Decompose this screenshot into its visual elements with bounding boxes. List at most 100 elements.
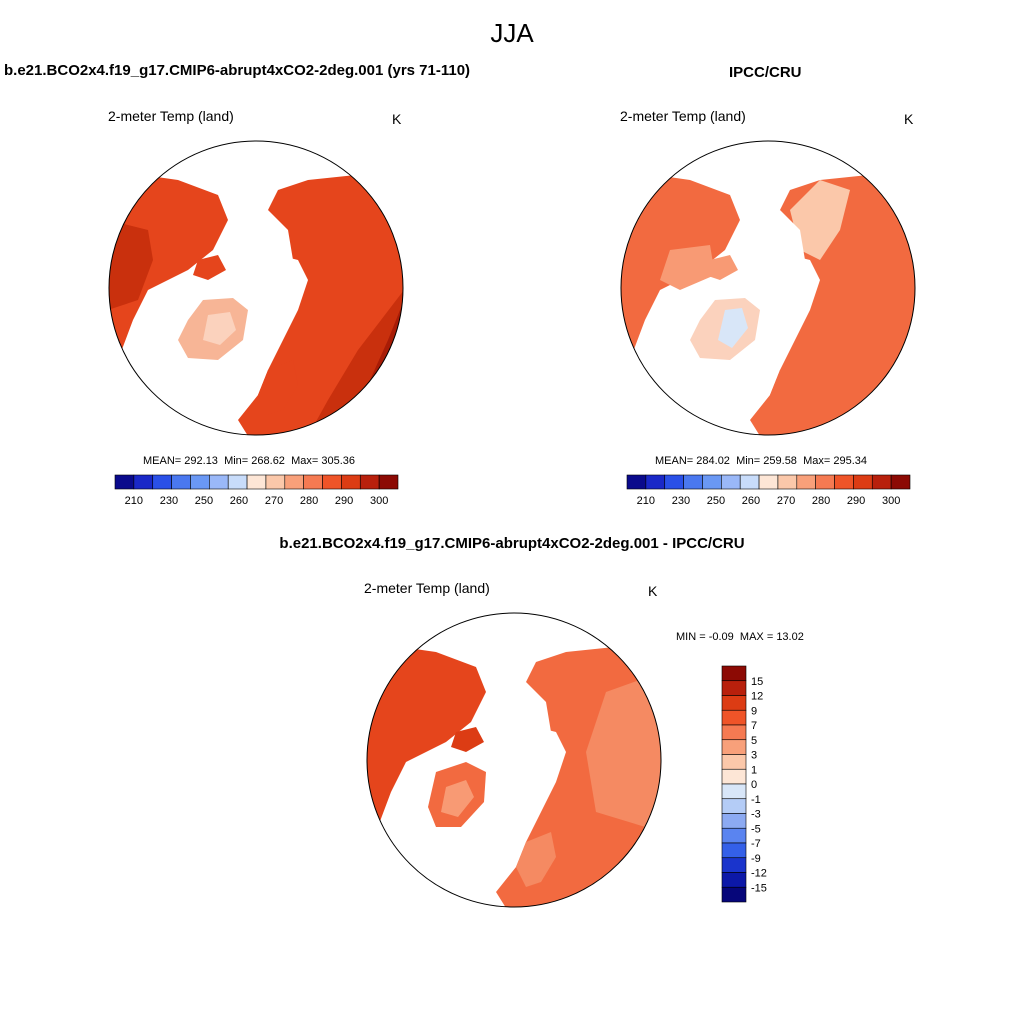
diff-colorbar-tick: 3 [751,750,757,762]
diff-colorbar-box [721,798,747,814]
diff-min-value: -0.09 [708,631,734,643]
model-colorbar-tick: 290 [335,495,353,507]
diff-min-label: MIN = [676,631,706,643]
diff-land-eurasia-east [586,672,661,832]
diff-colorbar-box [721,886,747,903]
diff-colorbar-tick: 12 [751,691,763,703]
obs-land-namerica-mid [660,245,715,290]
model-colorbar-tick: 300 [370,495,388,507]
model-colorbar-tick: 280 [300,495,318,507]
diff-colorbar-tick: -3 [751,809,761,821]
obs-stats: MEAN= 284.02 Min= 259.58 Max= 295.34 [655,455,867,467]
diff-colorbar-tick: 9 [751,705,757,717]
model-colorbar-box [246,474,267,490]
diff-land-scandinavia [516,832,556,887]
model-min-label: Min= [224,455,249,467]
obs-colorbar-box [645,474,666,490]
model-colorbar-box [227,474,248,490]
obs-colorbar-box [815,474,835,490]
diff-colorbar-tick: 5 [751,735,757,747]
model-colorbar-box [284,474,304,490]
diff-units-label: K [648,583,658,599]
obs-land-scandinavia [770,360,810,415]
diff-max-value: 13.02 [776,631,804,643]
diff-colorbar-box [721,857,747,873]
obs-mean-value: 284.02 [696,455,730,467]
model-land-namerica-west [109,220,153,310]
diff-colorbar-box [721,680,747,696]
model-colorbar-box [190,474,210,490]
obs-units-label: K [904,111,914,127]
obs-variable-label: 2-meter Temp (land) [620,108,746,124]
obs-land-islands [705,255,738,280]
obs-panel-header: IPCC/CRU [729,64,802,81]
diff-stats: MIN = -0.09 MAX = 13.02 [676,631,804,643]
model-land-islands [193,255,226,280]
obs-min-label: Min= [736,455,761,467]
model-land-scandinavia [258,360,298,415]
diff-colorbar-box [721,827,747,844]
diff-colorbar-tick: -9 [751,853,761,865]
diff-colorbar-box [721,783,747,800]
diff-land-greenland-core [441,780,474,817]
model-land-greenland-core [203,312,236,345]
model-colorbar-box [265,474,286,490]
model-colorbar-box [341,474,361,490]
obs-colorbar-box [664,474,684,490]
diff-ocean-arctic [481,682,551,777]
model-colorbar-box [171,474,191,490]
model-colorbar-box [303,474,323,490]
diff-land-islands [451,727,484,752]
diff-colorbar-tick: 0 [751,779,757,791]
model-min-value: 268.62 [251,455,285,467]
obs-colorbar-box [777,474,798,490]
model-colorbar-box [359,474,380,490]
model-colorbar: 210 230 250 260 270 280 290 300 [114,474,399,507]
diff-colorbar-box [721,754,747,770]
obs-colorbar-tick: 290 [847,495,865,507]
diff-colorbar-tick: -1 [751,794,761,806]
obs-max-label: Max= [803,455,831,467]
model-colorbar-box [209,474,229,490]
model-polar-map [108,140,404,436]
obs-colorbar-tick: 300 [882,495,900,507]
obs-colorbar-box [834,474,854,490]
diff-colorbar-box [721,709,747,726]
diff-colorbar-tick: 1 [751,764,757,776]
model-colorbar-tick: 210 [125,495,143,507]
model-mean-label: MEAN= [143,455,182,467]
obs-colorbar-box [683,474,703,490]
obs-colorbar-tick: 250 [707,495,725,507]
diff-colorbar-box [721,724,747,741]
model-units-label: K [392,111,402,127]
obs-colorbar-box [721,474,741,490]
obs-mean-label: MEAN= [655,455,694,467]
model-colorbar-box [133,474,154,490]
diff-colorbar-tick: -7 [751,838,761,850]
diff-colorbar-box [721,842,747,859]
model-colorbar-box [378,474,399,490]
obs-colorbar: 210 230 250 260 270 280 290 300 [626,474,911,507]
diff-colorbar-box [721,695,747,711]
figure-title: JJA [490,18,534,48]
diff-max-label: MAX = [739,631,774,643]
diff-colorbar-tick: -5 [751,823,761,835]
model-max-label: Max= [291,455,319,467]
model-ocean-arctic [223,210,293,305]
diff-colorbar-box [721,872,747,888]
model-colorbar-tick: 260 [230,495,248,507]
obs-colorbar-tick: 230 [672,495,690,507]
obs-colorbar-box [626,474,647,490]
obs-max-value: 295.34 [833,455,867,467]
diff-colorbar-tick: -15 [751,882,767,894]
model-mean-value: 292.13 [184,455,218,467]
obs-colorbar-tick: 270 [777,495,795,507]
model-colorbar-box [152,474,172,490]
model-land-namerica [109,170,228,380]
diff-colorbar-tick: 7 [751,720,757,732]
obs-colorbar-tick: 210 [637,495,655,507]
obs-colorbar-box [890,474,911,490]
obs-colorbar-box [739,474,760,490]
obs-polar-map [620,140,916,436]
obs-colorbar-box [853,474,873,490]
